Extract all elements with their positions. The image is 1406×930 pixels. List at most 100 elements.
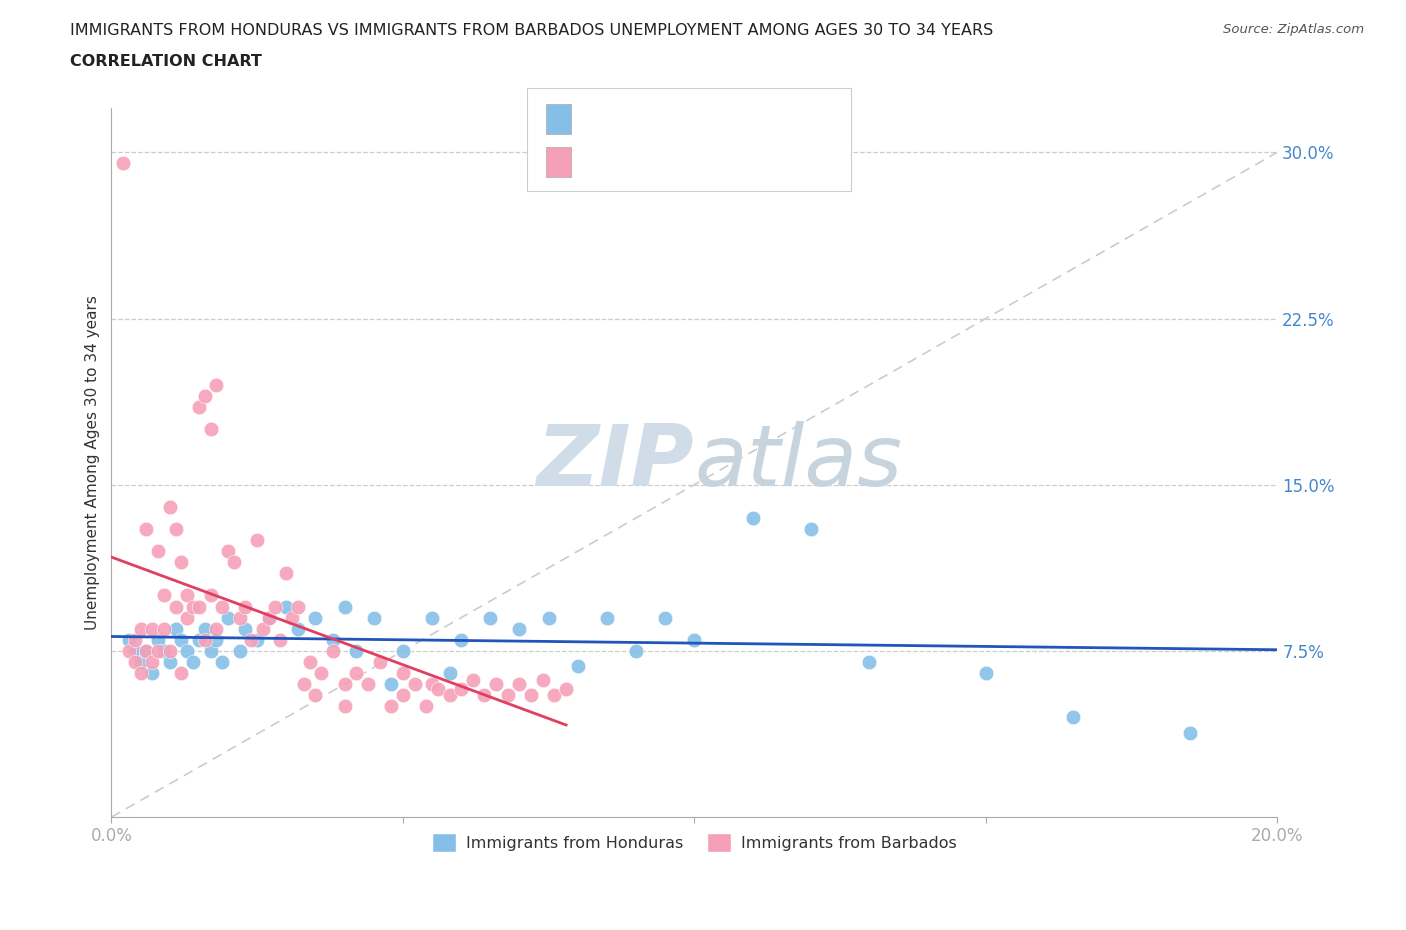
Point	[281, 610, 304, 625]
Point	[555, 681, 578, 696]
Point	[170, 555, 193, 570]
Point	[124, 655, 146, 670]
Point	[292, 677, 315, 692]
Point	[276, 565, 298, 580]
Point	[118, 644, 141, 658]
Point	[246, 533, 269, 548]
Point	[304, 688, 326, 703]
Point	[450, 681, 472, 696]
Point	[187, 632, 209, 647]
Point	[165, 599, 187, 614]
Point	[187, 400, 209, 415]
Point	[194, 621, 217, 636]
Point	[252, 621, 274, 636]
Point	[228, 644, 250, 658]
Point	[654, 610, 676, 625]
Point	[322, 644, 344, 658]
Text: ZIP: ZIP	[537, 421, 695, 504]
Point	[485, 677, 508, 692]
Point	[153, 621, 176, 636]
Text: CORRELATION CHART: CORRELATION CHART	[70, 54, 262, 69]
Point	[205, 632, 228, 647]
Point	[322, 632, 344, 647]
Point	[235, 621, 257, 636]
Point	[537, 610, 560, 625]
Point	[333, 677, 356, 692]
Point	[153, 644, 176, 658]
Point	[596, 610, 619, 625]
Point	[420, 610, 443, 625]
Point	[333, 599, 356, 614]
Point	[333, 698, 356, 713]
Point	[392, 688, 415, 703]
Point	[124, 644, 146, 658]
Point	[135, 644, 157, 658]
Point	[344, 666, 367, 681]
Point	[624, 644, 647, 658]
Point	[520, 688, 543, 703]
Point	[176, 610, 198, 625]
Point	[228, 610, 250, 625]
Point	[974, 666, 997, 681]
Point	[263, 599, 285, 614]
Point	[141, 621, 163, 636]
Point	[211, 655, 233, 670]
Point	[496, 688, 519, 703]
Point	[474, 688, 496, 703]
Text: N =: N =	[675, 110, 714, 128]
Point	[222, 555, 245, 570]
Point	[450, 632, 472, 647]
Point	[181, 655, 204, 670]
Text: R =: R =	[579, 153, 619, 171]
Point	[200, 644, 222, 658]
Point	[287, 599, 309, 614]
Point	[240, 632, 263, 647]
Point	[112, 156, 135, 171]
Point	[165, 621, 187, 636]
Text: 0.124: 0.124	[619, 153, 671, 171]
Point	[146, 632, 169, 647]
Point	[187, 599, 209, 614]
Point	[479, 610, 502, 625]
Point	[1178, 725, 1201, 740]
Point	[543, 688, 565, 703]
Point	[380, 698, 402, 713]
Point	[392, 644, 415, 658]
Y-axis label: Unemployment Among Ages 30 to 34 years: Unemployment Among Ages 30 to 34 years	[86, 295, 100, 630]
Point	[298, 655, 321, 670]
Point	[357, 677, 380, 692]
Point	[141, 666, 163, 681]
Point	[344, 644, 367, 658]
Point	[153, 588, 176, 603]
Text: N =: N =	[675, 153, 714, 171]
Point	[508, 621, 530, 636]
Point	[309, 666, 332, 681]
Point	[129, 621, 152, 636]
Point	[1062, 710, 1084, 724]
Text: atlas: atlas	[695, 421, 903, 504]
Point	[380, 677, 402, 692]
Text: R =: R =	[579, 110, 619, 128]
Point	[159, 655, 181, 670]
Point	[176, 588, 198, 603]
Point	[269, 632, 291, 647]
Point	[146, 644, 169, 658]
Point	[426, 681, 449, 696]
Point	[257, 610, 280, 625]
Point	[165, 522, 187, 537]
Point	[205, 621, 228, 636]
Point	[200, 422, 222, 437]
Point	[683, 632, 706, 647]
Point	[363, 610, 385, 625]
Point	[246, 632, 269, 647]
Text: IMMIGRANTS FROM HONDURAS VS IMMIGRANTS FROM BARBADOS UNEMPLOYMENT AMONG AGES 30 : IMMIGRANTS FROM HONDURAS VS IMMIGRANTS F…	[70, 23, 994, 38]
Point	[129, 655, 152, 670]
Point	[135, 522, 157, 537]
Point	[508, 677, 530, 692]
Point	[170, 666, 193, 681]
Point	[146, 544, 169, 559]
Point	[141, 655, 163, 670]
Point	[170, 632, 193, 647]
Text: Source: ZipAtlas.com: Source: ZipAtlas.com	[1223, 23, 1364, 36]
Point	[194, 632, 217, 647]
